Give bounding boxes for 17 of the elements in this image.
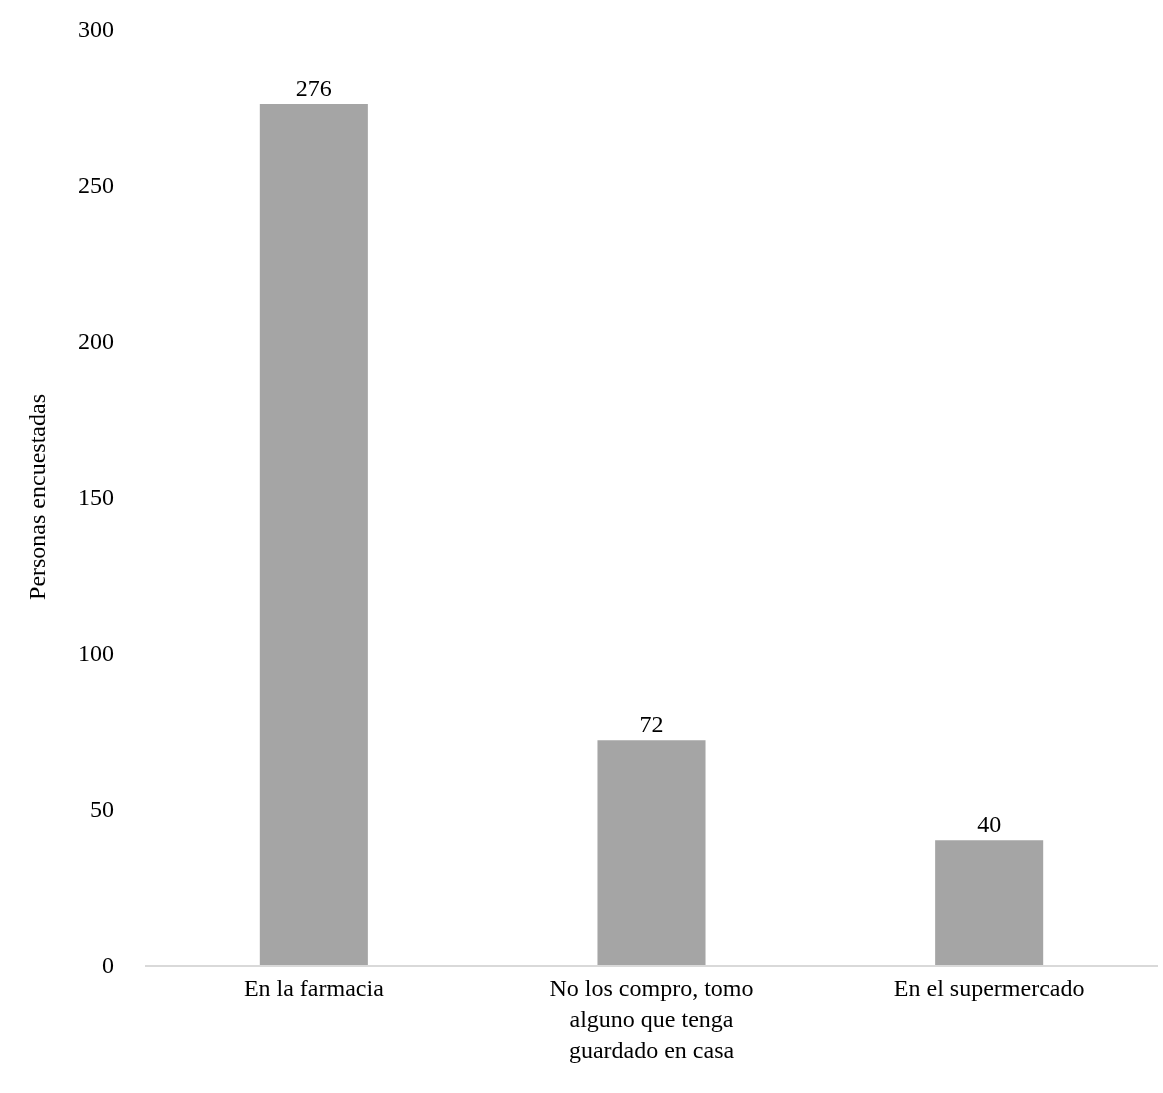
y-tick-label: 250 — [78, 172, 114, 199]
x-tick-label: En el supermercado — [893, 974, 1085, 1001]
data-label: 40 — [977, 811, 1002, 838]
y-axis-title: Personas encuestadas — [24, 394, 51, 600]
data-label: 276 — [295, 74, 332, 101]
x-tick-label: En la farmacia — [243, 974, 385, 1001]
y-tick-label: 0 — [102, 952, 114, 979]
bar — [935, 840, 1044, 965]
y-tick-label: 300 — [78, 16, 114, 43]
data-label: 72 — [639, 711, 664, 738]
x-tick-label: No los compro, tomo alguno que tenga guardado en casa — [549, 974, 754, 1063]
y-tick-label: 200 — [78, 328, 114, 355]
bar — [259, 103, 368, 965]
y-tick-label: 50 — [90, 796, 114, 823]
y-tick-label: 100 — [78, 640, 114, 667]
bar — [597, 740, 706, 965]
y-tick-label: 150 — [78, 484, 114, 511]
